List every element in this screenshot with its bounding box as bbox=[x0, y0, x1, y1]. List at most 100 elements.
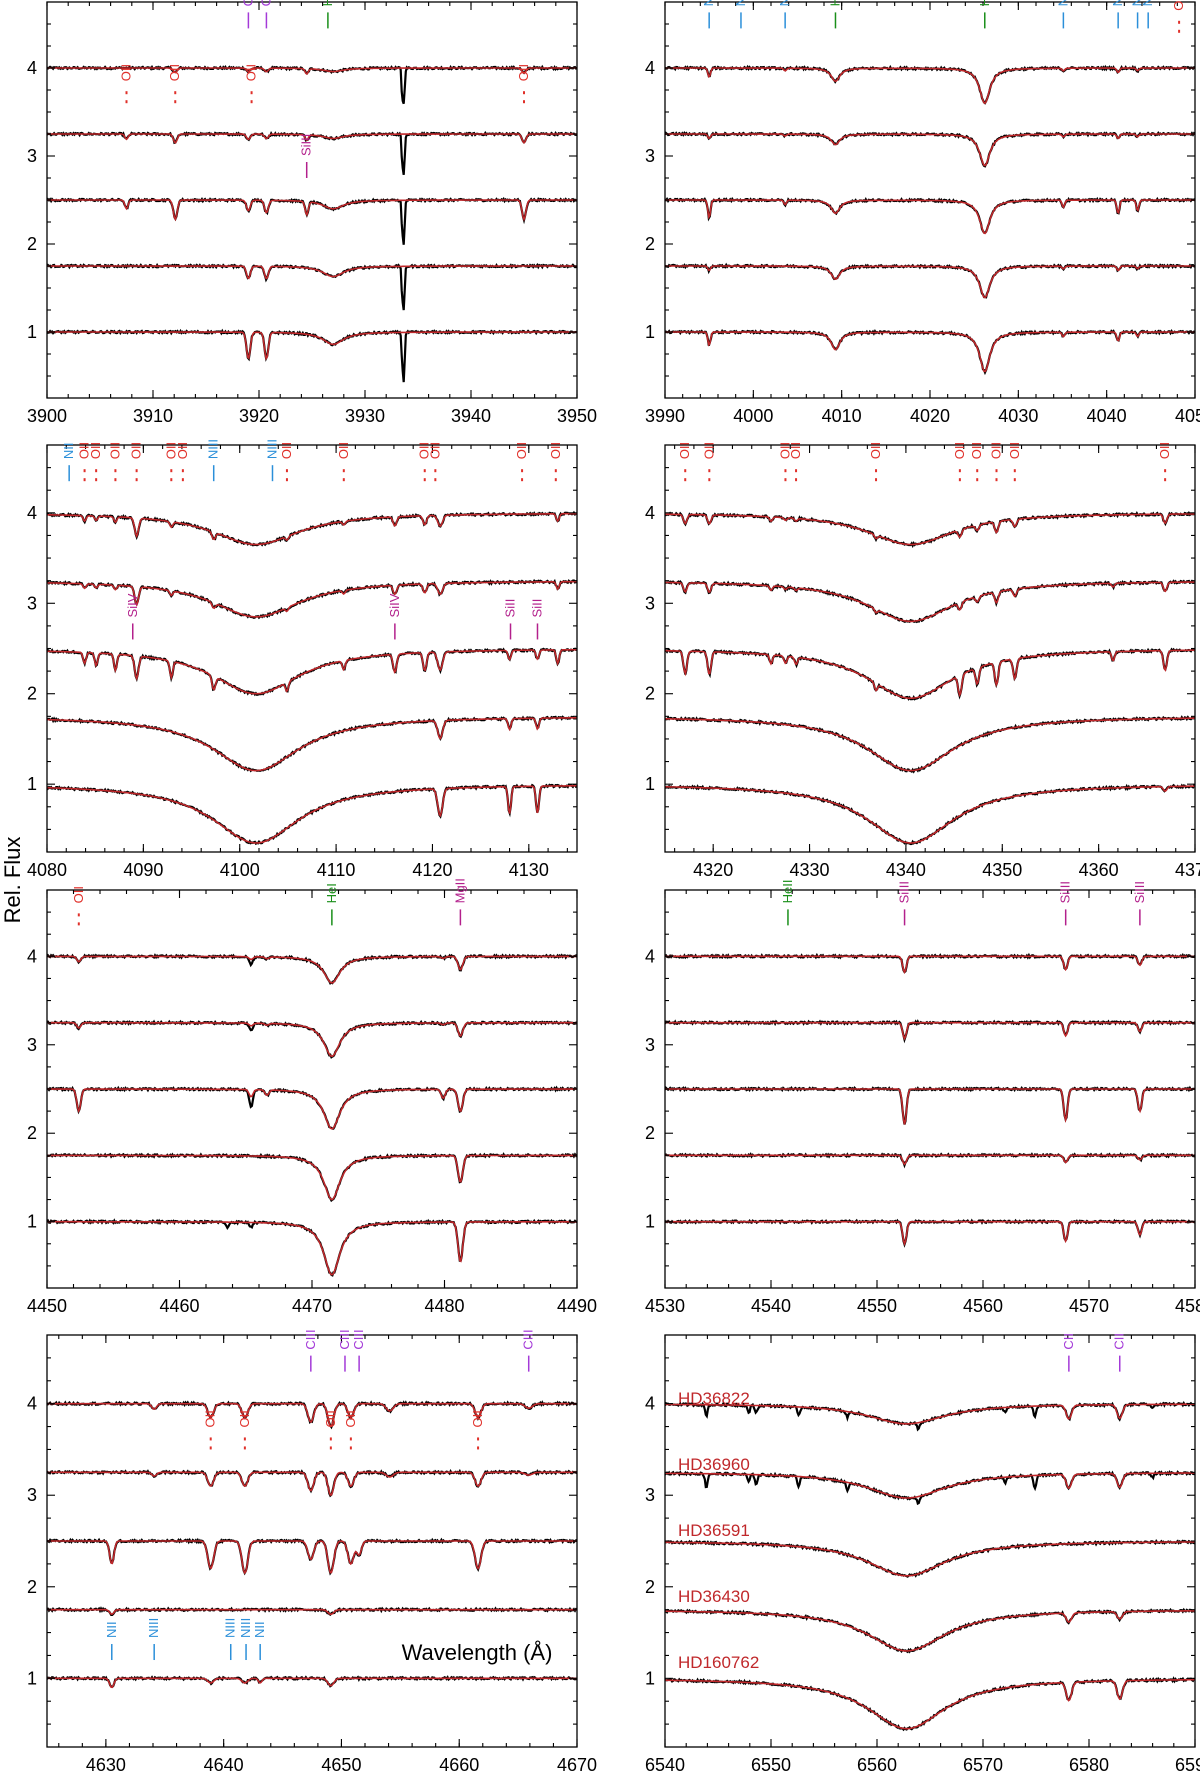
y-tick-label: 1 bbox=[645, 322, 655, 342]
observed-spectrum-6-1 bbox=[665, 952, 1195, 974]
spectrum-panel-6: 4530 4540 4550 4560 4570 4580 1 2 3 4 HeII SiIII SiI… bbox=[645, 880, 1200, 1316]
star-label-hd36591: HD36591 bbox=[678, 1521, 750, 1540]
y-tick-label: 4 bbox=[645, 503, 655, 523]
line-id-label: SiII bbox=[529, 599, 544, 618]
line-id-label: OII bbox=[969, 442, 984, 459]
x-tick-label: 3990 bbox=[645, 406, 685, 426]
line-id-label: OII bbox=[237, 1410, 252, 1427]
y-tick-label: 2 bbox=[27, 684, 37, 704]
x-tick-label: 4560 bbox=[963, 1296, 1003, 1316]
y-tick-label: 2 bbox=[27, 234, 37, 254]
model-spectrum-6-2 bbox=[665, 1021, 1195, 1041]
model-spectrum-4-2 bbox=[665, 581, 1195, 623]
model-spectrum-5-5 bbox=[47, 1220, 577, 1276]
y-tick-label: 3 bbox=[27, 146, 37, 166]
model-spectrum-2-3 bbox=[665, 199, 1195, 235]
model-spectrum-6-4 bbox=[665, 1154, 1195, 1166]
line-id-label: OII bbox=[988, 442, 1003, 459]
line-id-label: SiIII bbox=[1058, 881, 1073, 903]
observed-spectrum-7-1 bbox=[47, 1400, 577, 1430]
model-spectrum-6-3 bbox=[665, 1088, 1195, 1125]
observed-spectrum-2-5 bbox=[665, 328, 1195, 376]
model-spectrum-4-1 bbox=[665, 513, 1195, 546]
line-id-label: OII bbox=[548, 442, 563, 459]
observed-spectrum-2-2 bbox=[665, 130, 1195, 168]
observed-spectrum-5-4 bbox=[47, 1152, 577, 1203]
line-id-label: NII bbox=[1140, 0, 1155, 6]
model-spectrum-3-3 bbox=[47, 648, 577, 695]
model-spectrum-3-1 bbox=[47, 512, 577, 546]
y-tick-label: 2 bbox=[645, 1123, 655, 1143]
model-spectrum-1-3 bbox=[47, 199, 577, 222]
model-spectrum-8-3 bbox=[665, 1541, 1195, 1577]
line-id-label: OII bbox=[163, 442, 178, 459]
line-id-label: NII bbox=[1055, 0, 1070, 6]
model-spectrum-7-3 bbox=[47, 1540, 577, 1575]
x-tick-label: 3920 bbox=[239, 406, 279, 426]
x-tick-label: 4580 bbox=[1175, 1296, 1200, 1316]
y-tick-label: 3 bbox=[27, 593, 37, 613]
line-id-label: OII bbox=[470, 1410, 485, 1427]
x-tick-label: 4450 bbox=[27, 1296, 67, 1316]
y-tick-label: 3 bbox=[27, 1035, 37, 1055]
observed-spectrum-5-3 bbox=[47, 1085, 577, 1130]
line-id-label: HeI bbox=[827, 0, 842, 6]
line-id-label: HeI bbox=[324, 883, 339, 903]
model-spectrum-8-1 bbox=[665, 1403, 1195, 1425]
observed-spectrum-2-1 bbox=[665, 64, 1195, 105]
y-tick-label: 4 bbox=[645, 946, 655, 966]
y-tick-label: 4 bbox=[645, 1394, 655, 1414]
line-id-label: NII bbox=[104, 1621, 119, 1638]
line-id-label: OII bbox=[129, 442, 144, 459]
x-tick-label: 6550 bbox=[751, 1755, 791, 1775]
x-tick-label: 3900 bbox=[27, 406, 67, 426]
y-tick-label: 1 bbox=[645, 1212, 655, 1232]
x-tick-label: 4320 bbox=[693, 860, 733, 880]
model-spectrum-8-5 bbox=[665, 1678, 1195, 1730]
spectrum-panel-4: 4320433043404350436043701234OIIOIIOIIOII… bbox=[645, 442, 1200, 880]
spectrum-panel-8: 6540 6550 6560 6570 6580 6590 1 2 3 4 CII CII bbox=[645, 1333, 1200, 1775]
x-tick-label: 4100 bbox=[220, 860, 260, 880]
model-spectrum-2-2 bbox=[665, 133, 1195, 167]
line-id-label: NIII bbox=[777, 0, 792, 6]
line-id-label: NII bbox=[61, 443, 76, 460]
y-tick-label: 3 bbox=[645, 1035, 655, 1055]
observed-spectrum-1-4 bbox=[47, 262, 577, 311]
y-tick-label: 1 bbox=[645, 1668, 655, 1688]
line-id-label: NIII bbox=[223, 1618, 238, 1638]
y-tick-label: 3 bbox=[645, 1485, 655, 1505]
observed-spectrum-6-2 bbox=[665, 1019, 1195, 1044]
line-id-label: SiIII bbox=[299, 134, 314, 156]
x-tick-label: 4350 bbox=[982, 860, 1022, 880]
line-id-label: OII bbox=[323, 1410, 338, 1427]
line-id-label: NII bbox=[252, 1621, 267, 1638]
line-id-label: CIII bbox=[351, 1329, 366, 1349]
line-id-label: NII bbox=[1130, 0, 1145, 6]
observed-spectrum-1-5 bbox=[47, 328, 577, 383]
line-id-label: NII bbox=[701, 0, 716, 6]
line-id-label: OII bbox=[516, 64, 531, 81]
line-id-label: OII bbox=[777, 442, 792, 459]
panel-frame-3 bbox=[46, 444, 578, 853]
star-label-hd36430: HD36430 bbox=[678, 1587, 750, 1606]
observed-spectrum-5-5 bbox=[47, 1218, 577, 1277]
y-tick-label: 1 bbox=[27, 322, 37, 342]
y-tick-label: 3 bbox=[645, 593, 655, 613]
line-id-label: OII bbox=[1157, 442, 1172, 459]
model-spectrum-5-3 bbox=[47, 1088, 577, 1130]
line-id-label: SiII bbox=[503, 599, 518, 618]
x-tick-label: 4490 bbox=[557, 1296, 597, 1316]
x-tick-label: 4080 bbox=[27, 860, 67, 880]
model-spectrum-2-1 bbox=[665, 67, 1195, 105]
x-tick-label: 6580 bbox=[1069, 1755, 1109, 1775]
line-id-label: OII bbox=[336, 442, 351, 459]
model-spectrum-5-2 bbox=[47, 1021, 577, 1057]
model-spectrum-4-5 bbox=[665, 785, 1195, 844]
line-id-label: MgII bbox=[452, 878, 467, 903]
x-tick-label: 4650 bbox=[321, 1755, 361, 1775]
x-tick-label: 3950 bbox=[557, 406, 597, 426]
x-tick-label: 4460 bbox=[159, 1296, 199, 1316]
line-id-label: CIII bbox=[303, 1329, 318, 1349]
